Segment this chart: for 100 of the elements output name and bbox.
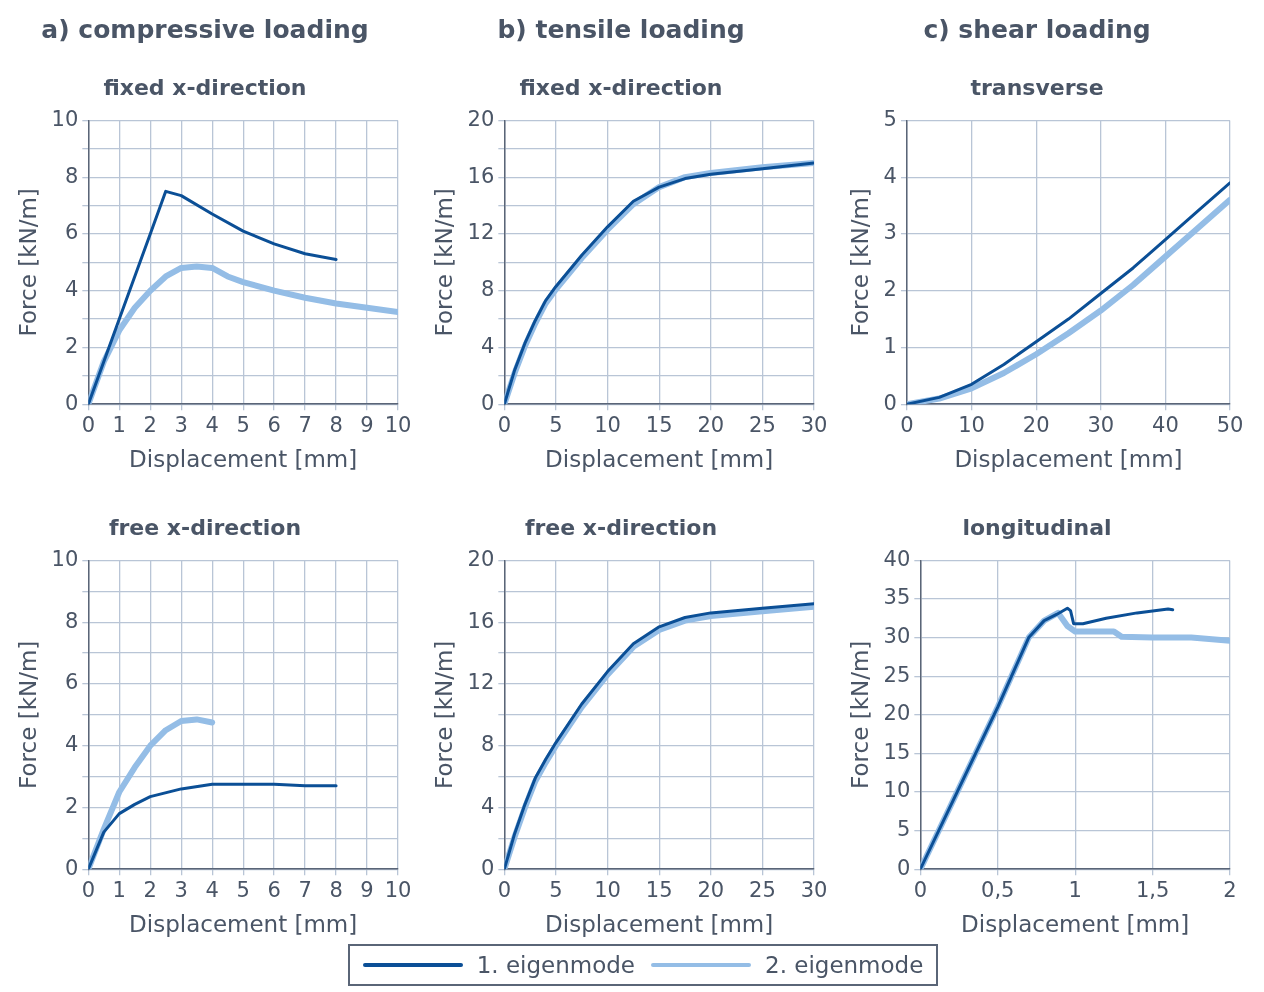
y-tick-label: 4 [883, 163, 897, 188]
y-axis-title: Force [kN/m] [430, 640, 457, 789]
x-tick-label: 1 [112, 413, 126, 438]
x-tick-label: 10 [958, 413, 985, 438]
y-tick-label: 5 [896, 817, 911, 842]
y-tick-label: 0 [480, 390, 495, 415]
x-tick-label: 15 [645, 878, 673, 903]
x-tick-label: 10 [384, 413, 412, 438]
x-axis-title: Displacement [mm] [961, 911, 1190, 938]
x-tick-label: 1 [112, 878, 126, 903]
x-axis-title: Displacement [mm] [129, 446, 358, 473]
x-tick-label: 30 [800, 413, 828, 438]
x-tick-label: 20 [697, 878, 725, 903]
x-tick-label: 20 [697, 413, 725, 438]
y-tick-label: 0 [64, 855, 79, 880]
y-tick-label: 4 [480, 793, 495, 818]
y-tick-label: 35 [883, 585, 911, 610]
y-tick-label: 10 [51, 546, 79, 571]
legend-label: 2. eigenmode [765, 952, 924, 978]
x-tick-label: 9 [360, 413, 374, 438]
y-tick-label: 0 [896, 855, 911, 880]
y-tick-label: 16 [467, 608, 495, 633]
x-tick-label: 20 [1022, 413, 1050, 438]
x-tick-label: 1,5 [1135, 878, 1170, 903]
y-tick-label: 8 [480, 277, 495, 302]
chart-subtitle: fixed x-direction [519, 74, 723, 100]
x-tick-label: 25 [749, 413, 776, 438]
y-tick-label: 4 [64, 732, 79, 757]
y-axis-title: Force [kN/m] [846, 640, 873, 789]
x-tick-label: 30 [1087, 413, 1115, 438]
x-axis-title: Displacement [mm] [954, 446, 1183, 473]
y-tick-label: 4 [64, 277, 79, 302]
chart-title: free x-direction [108, 514, 302, 540]
x-tick-label: 3 [174, 878, 188, 903]
y-tick-label: 16 [467, 163, 495, 188]
x-tick-label: 0 [913, 878, 928, 903]
x-tick-label: 0 [497, 413, 512, 438]
y-tick-label: 30 [883, 624, 911, 649]
y-tick-label: 15 [883, 739, 911, 764]
y-tick-label: 2 [64, 333, 79, 358]
x-tick-label: 6 [267, 878, 281, 903]
x-tick-label: 10 [384, 878, 412, 903]
x-tick-label: 15 [645, 413, 673, 438]
y-tick-label: 8 [64, 608, 79, 633]
x-tick-label: 2 [143, 413, 157, 438]
chart-title: longitudinal [962, 514, 1112, 540]
y-tick-label: 5 [883, 106, 897, 131]
y-tick-label: 12 [467, 220, 495, 245]
y-axis-title: Force [kN/m] [14, 640, 41, 789]
y-tick-label: 20 [883, 701, 911, 726]
y-axis-title: Force [kN/m] [846, 188, 873, 337]
x-tick-label: 0 [81, 878, 96, 903]
chart-subtitle: fixed x-direction [103, 74, 307, 100]
chart-title: a) compressive loading [41, 14, 369, 44]
chart-title: free x-direction [524, 514, 718, 540]
x-tick-label: 5 [549, 878, 563, 903]
x-tick-label: 2 [1223, 878, 1237, 903]
y-tick-label: 10 [51, 106, 79, 131]
y-tick-label: 0 [883, 390, 897, 415]
x-tick-label: 7 [298, 878, 312, 903]
y-tick-label: 12 [467, 670, 495, 695]
y-tick-label: 0 [64, 390, 79, 415]
y-tick-label: 0 [480, 855, 495, 880]
x-axis-title: Displacement [mm] [129, 911, 358, 938]
x-tick-label: 0 [81, 413, 96, 438]
x-tick-label: 4 [205, 878, 219, 903]
y-tick-label: 20 [467, 546, 495, 571]
x-axis-title: Displacement [mm] [545, 911, 774, 938]
x-tick-label: 1 [1068, 878, 1082, 903]
x-tick-label: 25 [749, 878, 776, 903]
y-tick-label: 2 [64, 793, 79, 818]
x-tick-label: 2 [143, 878, 157, 903]
x-axis-title: Displacement [mm] [545, 446, 774, 473]
y-tick-label: 10 [883, 778, 911, 803]
x-tick-label: 30 [800, 878, 828, 903]
x-tick-label: 4 [205, 413, 219, 438]
x-tick-label: 50 [1216, 413, 1244, 438]
x-tick-label: 7 [298, 413, 312, 438]
chart-title: b) tensile loading [497, 14, 745, 44]
x-tick-label: 5 [549, 413, 563, 438]
y-axis-title: Force [kN/m] [14, 188, 41, 337]
chart-title: c) shear loading [923, 14, 1151, 44]
y-tick-label: 1 [883, 333, 897, 358]
y-tick-label: 25 [883, 662, 911, 687]
x-tick-label: 5 [236, 878, 250, 903]
y-tick-label: 8 [64, 163, 79, 188]
y-tick-label: 2 [883, 277, 897, 302]
y-tick-label: 20 [467, 106, 495, 131]
x-tick-label: 0 [497, 878, 512, 903]
x-tick-label: 9 [360, 878, 374, 903]
chart-subtitle: transverse [970, 74, 1104, 100]
x-tick-label: 5 [236, 413, 250, 438]
y-tick-label: 6 [64, 670, 79, 695]
y-tick-label: 40 [883, 546, 911, 571]
x-tick-label: 3 [174, 413, 188, 438]
x-tick-label: 10 [594, 413, 621, 438]
y-tick-label: 8 [480, 732, 495, 757]
x-tick-label: 0,5 [981, 878, 1015, 903]
x-tick-label: 40 [1152, 413, 1179, 438]
legend-label: 1. eigenmode [476, 952, 635, 978]
